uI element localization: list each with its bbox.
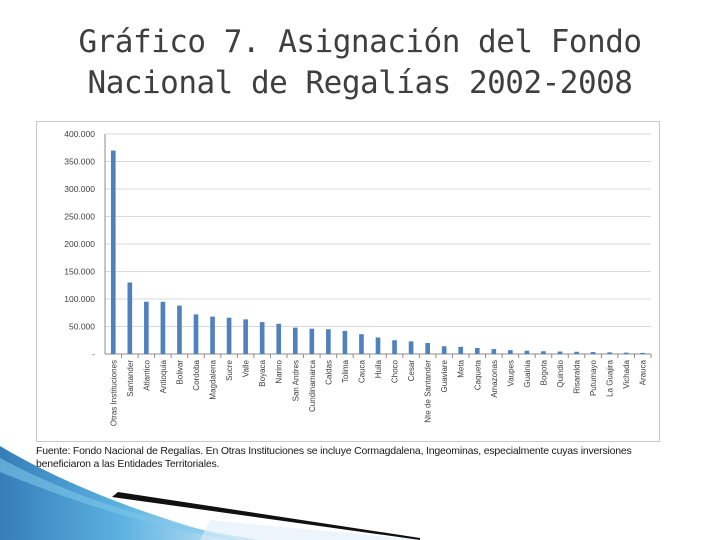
y-tick-label: 200.000 bbox=[64, 239, 95, 249]
bar-caldas bbox=[326, 329, 331, 354]
x-category-label: Caqueta bbox=[473, 359, 482, 390]
bar-sucre bbox=[226, 317, 232, 354]
x-category-label: Cesar bbox=[407, 360, 416, 382]
y-tick-label: 400.000 bbox=[64, 129, 95, 139]
x-category-label: Sucre bbox=[225, 359, 234, 380]
x-category-label: Guaviare bbox=[440, 359, 449, 392]
x-category-label: Risaralda bbox=[573, 359, 582, 393]
bar-valle bbox=[243, 319, 248, 354]
x-category-label: San Andres bbox=[291, 360, 300, 401]
x-category-label: Bolivar bbox=[175, 360, 184, 385]
x-category-label: Valle bbox=[242, 359, 251, 377]
bar-huila bbox=[375, 337, 381, 354]
chart-frame: - 50.000 100.000 150.000 200.000 250.000 300.0… bbox=[36, 121, 660, 442]
x-category-label: Santander bbox=[126, 360, 135, 397]
bar-tolima bbox=[342, 330, 348, 354]
decorative-swoosh bbox=[0, 446, 420, 540]
x-category-label: Caldas bbox=[324, 360, 333, 385]
bar-caqueta bbox=[474, 347, 480, 354]
bar-otras-instituciones bbox=[110, 150, 116, 354]
bar-san-andres bbox=[292, 327, 298, 354]
bar-atlantico bbox=[144, 301, 149, 354]
x-category-label: La Guajira bbox=[606, 359, 615, 396]
bar-chart: - 50.000 100.000 150.000 200.000 250.000 300.0… bbox=[64, 129, 652, 426]
y-tick-label: 250.000 bbox=[64, 212, 95, 222]
x-category-label: Amazonas bbox=[490, 360, 499, 398]
x-category-label: Antioquia bbox=[159, 359, 168, 393]
x-category-label: Vaupes bbox=[506, 360, 515, 387]
bar-amazonas bbox=[491, 349, 497, 354]
y-tick-label: 300.000 bbox=[64, 184, 95, 194]
bar-boyaca bbox=[259, 322, 265, 354]
bar-narino bbox=[276, 323, 282, 354]
x-category-label: Boyaca bbox=[258, 359, 267, 386]
bar-antioquia bbox=[160, 301, 166, 354]
bar-santander bbox=[127, 282, 133, 354]
bar-vichada bbox=[623, 352, 629, 354]
bar-cauca bbox=[359, 334, 364, 354]
y-tick-label: 350.000 bbox=[64, 157, 95, 167]
x-category-label: Vichada bbox=[622, 359, 631, 388]
bar-cesar bbox=[408, 341, 414, 354]
x-category-label: Putumayo bbox=[589, 359, 598, 396]
x-category-label: Nte de Santander bbox=[424, 360, 433, 423]
x-category-label: Bogota bbox=[539, 359, 548, 385]
x-category-label: Arauca bbox=[639, 359, 648, 385]
x-category-label: Tolima bbox=[341, 359, 350, 383]
bar-cordoba bbox=[193, 314, 199, 354]
bar-arauca bbox=[640, 352, 646, 354]
slide-title: Gráfico 7. Asignación del Fondo Nacional… bbox=[0, 22, 720, 104]
bar-magdalena bbox=[210, 316, 215, 354]
bar-guainia bbox=[524, 350, 530, 354]
bar-quindio bbox=[557, 351, 563, 354]
bar-nte-de-santander bbox=[425, 343, 430, 354]
x-category-label: Meta bbox=[457, 359, 466, 377]
y-tick-label: 50.000 bbox=[69, 322, 95, 332]
y-tick-label: - bbox=[92, 349, 95, 359]
x-category-label: Choco bbox=[391, 359, 400, 383]
x-category-label: Cauca bbox=[357, 359, 366, 383]
y-tick-label: 100.000 bbox=[64, 294, 95, 304]
bar-meta bbox=[458, 346, 464, 354]
bar-vaupes bbox=[508, 350, 513, 354]
bar-la-guajira bbox=[607, 352, 612, 354]
x-category-label: Atlantico bbox=[142, 359, 151, 390]
bar-choco bbox=[392, 340, 397, 354]
bar-putumayo bbox=[590, 352, 596, 354]
y-tick-label: 150.000 bbox=[64, 267, 95, 277]
x-category-label: Huila bbox=[374, 359, 383, 378]
bar-bogota bbox=[541, 351, 546, 354]
x-category-label: Narino bbox=[275, 359, 284, 383]
bar-risaralda bbox=[574, 351, 579, 354]
x-category-label: Otras Instituciones bbox=[109, 360, 118, 426]
slide-title-line-1: Gráfico 7. Asignación del Fondo bbox=[78, 24, 642, 60]
bar-bolivar bbox=[177, 305, 182, 354]
bar-guaviare bbox=[441, 346, 447, 354]
bar-cundinamarca bbox=[309, 328, 315, 354]
x-category-label: Magdalena bbox=[209, 359, 218, 399]
slide-title-line-2: Nacional de Regalías 2002-2008 bbox=[87, 65, 633, 101]
x-category-label: Cundinamarca bbox=[308, 359, 317, 412]
x-category-label: Guainia bbox=[523, 359, 532, 387]
source-note: Fuente: Fondo Nacional de Regalías. En O… bbox=[36, 445, 632, 470]
x-category-label: Cordoba bbox=[192, 359, 201, 390]
x-category-label: Quindio bbox=[556, 359, 565, 387]
